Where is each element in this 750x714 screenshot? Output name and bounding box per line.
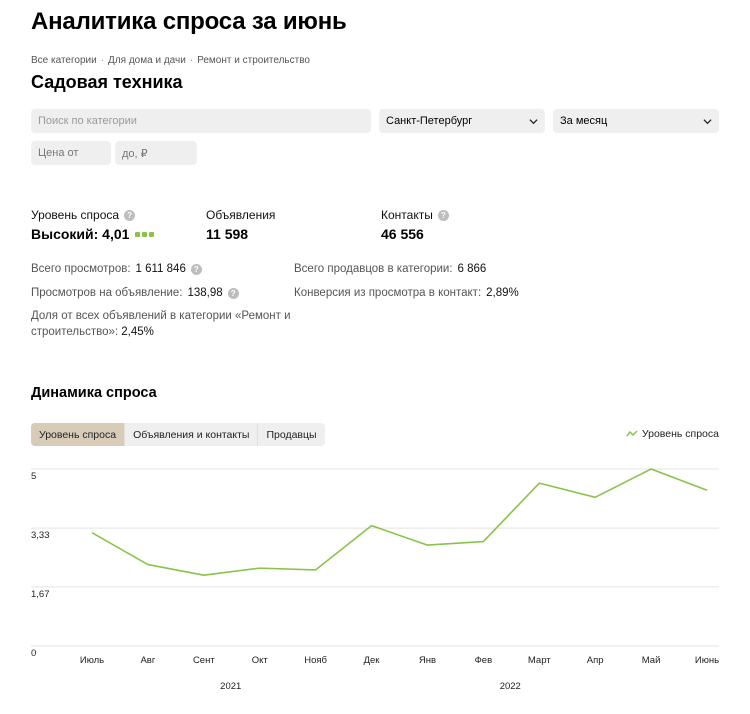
x-tick-label: Сент [193, 655, 215, 666]
breadcrumb-separator: · [189, 55, 194, 66]
help-icon[interactable]: ? [227, 287, 239, 299]
legend-label: Уровень спроса [641, 428, 719, 440]
breadcrumb-separator: · [100, 55, 105, 66]
demand-chart: 0 1,67 3,33 5 Июль Авг Сент Окт Нояб Дек Янв Фев Мар… [31, 468, 719, 692]
total-views-value: 1 611 846 [135, 263, 186, 275]
share-value: 2,45% [121, 326, 154, 338]
x-tick-label: Март [528, 655, 551, 666]
help-icon[interactable]: ? [437, 209, 449, 221]
y-tick-label: 3,33 [31, 530, 50, 541]
share-label: Доля от всех объявлений в категории «Рем… [31, 310, 291, 338]
year-label: 2021 [220, 681, 241, 692]
total-views-metric: Всего просмотров: 1 611 846 ? [31, 263, 202, 275]
demand-level-label: Уровень спроса ? [31, 208, 136, 222]
chevron-down-icon [703, 118, 712, 124]
city-select-value: Санкт-Петербург [386, 115, 473, 127]
demand-level-label-text: Уровень спроса [31, 208, 120, 222]
breadcrumb-home-garden[interactable]: Для дома и дачи [108, 55, 186, 66]
x-tick-label: Окт [252, 655, 269, 666]
price-to-input[interactable]: до, ₽ [115, 141, 197, 165]
sellers-metric: Всего продавцов в категории: 6 866 [294, 263, 486, 275]
contacts-label: Контакты ? [381, 208, 449, 222]
conversion-label: Конверсия из просмотра в контакт: [294, 287, 482, 299]
x-tick-label: Фев [475, 655, 493, 666]
price-to-placeholder: до, ₽ [122, 147, 148, 160]
x-tick-label: Май [642, 655, 661, 666]
help-icon[interactable]: ? [190, 263, 202, 275]
ads-value: 11 598 [206, 226, 249, 242]
x-tick-label: Апр [587, 655, 604, 666]
sellers-value: 6 866 [457, 263, 487, 275]
chart-tabs: Уровень спроса Объявления и контакты Про… [31, 423, 325, 446]
conversion-value: 2,89% [486, 287, 519, 299]
breadcrumb-repair[interactable]: Ремонт и строительство [197, 55, 310, 66]
category-title: Садовая техника [31, 72, 183, 92]
search-input[interactable]: Поиск по категории [31, 109, 371, 133]
x-tick-label: Янв [419, 655, 436, 666]
ads-label: Объявления [206, 208, 276, 222]
contacts-value: 46 556 [381, 226, 424, 242]
year-label: 2022 [500, 681, 521, 692]
series-line [91, 468, 708, 576]
views-per-ad-label: Просмотров на объявление: [31, 287, 183, 299]
demand-level-value-text: Высокий: 4,01 [31, 226, 130, 242]
tab-demand-level[interactable]: Уровень спроса [31, 423, 125, 446]
y-tick-label: 1,67 [31, 589, 50, 600]
total-views-label: Всего просмотров: [31, 263, 131, 275]
help-icon[interactable]: ? [124, 209, 136, 221]
contacts-label-text: Контакты [381, 208, 433, 222]
tab-ads-contacts[interactable]: Объявления и контакты [124, 423, 257, 446]
share-metric: Доля от всех объявлений в категории «Рем… [31, 308, 291, 340]
x-tick-label: Дек [364, 655, 381, 666]
price-from-input[interactable]: Цена от [31, 141, 111, 165]
period-select[interactable]: За месяц [553, 109, 719, 133]
views-per-ad-metric: Просмотров на объявление: 138,98 ? [31, 287, 239, 299]
views-per-ad-value: 138,98 [187, 287, 223, 299]
demand-level-indicator-icon [135, 231, 155, 237]
x-tick-label: Июль [80, 655, 104, 666]
legend-line-icon [626, 430, 638, 437]
chevron-down-icon [529, 118, 538, 124]
conversion-metric: Конверсия из просмотра в контакт: 2,89% [294, 287, 519, 299]
x-tick-label: Июнь [695, 655, 719, 666]
price-from-placeholder: Цена от [38, 147, 79, 159]
demand-level-value: Высокий: 4,01 [31, 226, 155, 242]
x-tick-label: Авг [140, 655, 155, 666]
x-tick-label: Нояб [304, 655, 327, 666]
sellers-label: Всего продавцов в категории: [294, 263, 453, 275]
period-select-value: За месяц [560, 115, 608, 127]
tab-sellers[interactable]: Продавцы [257, 423, 324, 446]
breadcrumb: Все категории · Для дома и дачи · Ремонт… [31, 55, 310, 66]
y-tick-label: 0 [31, 648, 36, 659]
search-placeholder: Поиск по категории [38, 115, 137, 127]
section-title: Динамика спроса [31, 385, 157, 401]
city-select[interactable]: Санкт-Петербург [379, 109, 545, 133]
y-tick-label: 5 [31, 471, 36, 482]
breadcrumb-all-categories[interactable]: Все категории [31, 55, 97, 66]
page-title: Аналитика спроса за июнь [31, 8, 347, 35]
chart-legend: Уровень спроса [626, 428, 719, 440]
